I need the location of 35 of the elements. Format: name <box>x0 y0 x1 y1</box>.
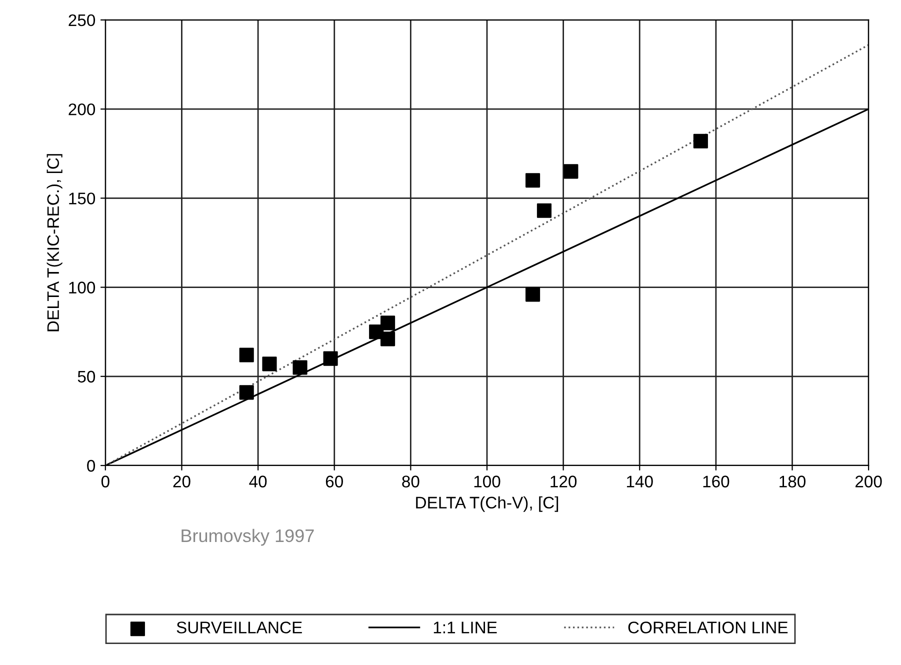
point <box>292 360 308 375</box>
point <box>239 385 254 400</box>
x-tick-label: 100 <box>474 476 500 488</box>
point <box>693 134 708 148</box>
y-tick-label: 200 <box>68 103 96 116</box>
point <box>239 348 254 362</box>
point <box>525 173 540 188</box>
legend-label: CORRELATION LINE <box>628 622 788 634</box>
point <box>525 287 540 302</box>
x-tick-label: 0 <box>101 476 110 488</box>
x-tick-label: 20 <box>173 476 190 488</box>
x-tick-label: 40 <box>249 476 267 488</box>
y-tick-label: 50 <box>78 370 96 383</box>
point <box>380 316 396 330</box>
point <box>380 332 396 346</box>
y-tick-label: 250 <box>68 14 96 26</box>
x-tick-label: 120 <box>550 476 577 488</box>
x-tick-label: 60 <box>326 476 343 488</box>
x-tick-label: 200 <box>856 476 882 488</box>
x-axis-title: DELTA T(Ch-V), [C] <box>416 496 558 512</box>
y-tick-label: 150 <box>69 192 96 204</box>
y-tick-label: 100 <box>69 282 96 294</box>
point <box>323 351 338 366</box>
x-tick-label: 140 <box>626 476 653 488</box>
text: Brumovsky 1997 <box>182 528 314 546</box>
x-tick-label: 180 <box>780 476 806 488</box>
y-tick-label: 0 <box>87 460 96 472</box>
x-tick-label: 80 <box>402 476 420 488</box>
point <box>564 164 578 179</box>
y-axis-title: DELTA T(KIC-REC.), [C] <box>46 154 62 332</box>
legend-label: 1:1 LINE <box>434 622 497 634</box>
point <box>262 356 277 372</box>
x-tick-label: 160 <box>703 476 730 488</box>
legend-label: SURVEILLANCE <box>176 622 302 634</box>
point <box>536 203 552 218</box>
